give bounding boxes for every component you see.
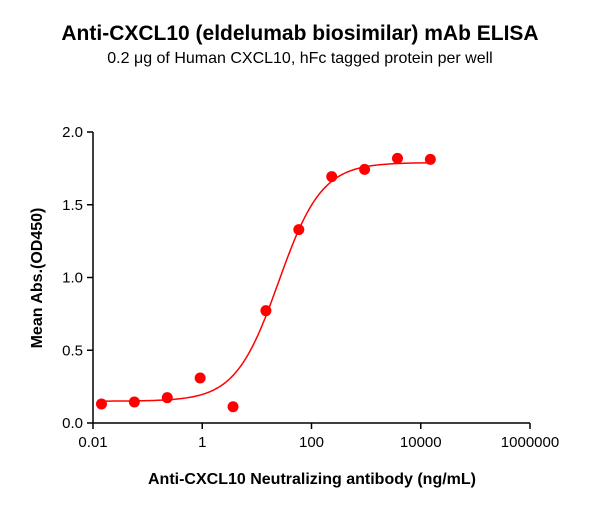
x-tick-label: 1 xyxy=(198,434,206,451)
data-point xyxy=(424,153,436,165)
data-point xyxy=(326,171,338,183)
fit-curve xyxy=(101,162,431,402)
data-point xyxy=(128,396,140,408)
data-point xyxy=(391,152,403,164)
data-point xyxy=(161,392,173,404)
x-axis-label: Anti-CXCL10 Neutralizing antibody (ng/mL… xyxy=(148,471,476,488)
x-tick-label: 100 xyxy=(299,434,324,451)
y-tick-label: 1.0 xyxy=(62,270,83,287)
x-tick-label: 10000 xyxy=(400,434,442,451)
y-tick-label: 1.5 xyxy=(62,197,83,214)
data-point xyxy=(359,163,371,175)
data-point xyxy=(293,224,305,236)
chart-subtitle: 0.2 μg of Human CXCL10, hFc tagged prote… xyxy=(107,50,493,67)
x-tick-label: 0.01 xyxy=(78,434,107,451)
data-point xyxy=(194,372,206,384)
data-point xyxy=(95,398,107,410)
data-point xyxy=(260,305,272,317)
y-tick-label: 0.0 xyxy=(62,415,83,432)
data-point xyxy=(227,401,239,413)
y-axis-label: Mean Abs.(OD450) xyxy=(29,208,46,349)
y-tick-label: 2.0 xyxy=(62,124,83,141)
y-tick-label: 0.5 xyxy=(62,342,83,359)
chart-title: Anti-CXCL10 (eldelumab biosimilar) mAb E… xyxy=(61,22,539,45)
x-tick-label: 1000000 xyxy=(501,434,559,451)
